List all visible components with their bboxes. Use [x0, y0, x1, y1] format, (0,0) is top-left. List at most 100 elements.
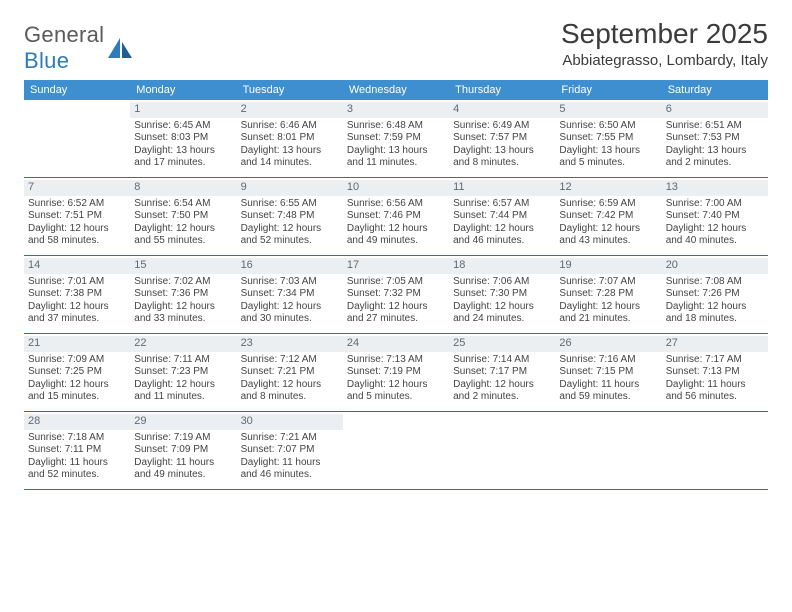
day-cell: 5Sunrise: 6:50 AMSunset: 7:55 PMDaylight…: [555, 100, 661, 177]
day-number: 3: [343, 102, 449, 118]
sunrise-line: Sunrise: 7:17 AM: [666, 354, 764, 367]
daylight-line: Daylight: 12 hours and 43 minutes.: [559, 223, 657, 248]
sunrise-line: Sunrise: 6:46 AM: [241, 120, 339, 133]
sunset-line: Sunset: 8:01 PM: [241, 132, 339, 145]
day-cell: 23Sunrise: 7:12 AMSunset: 7:21 PMDayligh…: [237, 334, 343, 411]
sunrise-line: Sunrise: 7:21 AM: [241, 432, 339, 445]
daylight-line: Daylight: 12 hours and 37 minutes.: [28, 301, 126, 326]
daylight-line: Daylight: 13 hours and 11 minutes.: [347, 145, 445, 170]
daylight-line: Daylight: 13 hours and 8 minutes.: [453, 145, 551, 170]
day-cell: 25Sunrise: 7:14 AMSunset: 7:17 PMDayligh…: [449, 334, 555, 411]
day-cell-empty: [343, 412, 449, 489]
day-cell: 16Sunrise: 7:03 AMSunset: 7:34 PMDayligh…: [237, 256, 343, 333]
day-cell: 15Sunrise: 7:02 AMSunset: 7:36 PMDayligh…: [130, 256, 236, 333]
day-cell: 13Sunrise: 7:00 AMSunset: 7:40 PMDayligh…: [662, 178, 768, 255]
day-cell: 27Sunrise: 7:17 AMSunset: 7:13 PMDayligh…: [662, 334, 768, 411]
day-number: 6: [662, 102, 768, 118]
logo-text-2: Blue: [24, 48, 69, 73]
logo-text: General Blue: [24, 22, 104, 74]
sunset-line: Sunset: 7:09 PM: [134, 444, 232, 457]
week-row: 21Sunrise: 7:09 AMSunset: 7:25 PMDayligh…: [24, 334, 768, 412]
sunrise-line: Sunrise: 7:18 AM: [28, 432, 126, 445]
daylight-line: Daylight: 11 hours and 52 minutes.: [28, 457, 126, 482]
week-row: 7 Sunrise: 6:52 AMSunset: 7:51 PM Daylight…: [24, 178, 768, 256]
sunset-line: Sunset: 7:42 PM: [559, 210, 657, 223]
sunrise-line: Sunrise: 6:54 AM: [134, 198, 232, 211]
day-number: 18: [449, 258, 555, 274]
day-cell: 2Sunrise: 6:46 AMSunset: 8:01 PMDaylight…: [237, 100, 343, 177]
sunrise-line: Sunrise: 7:01 AM: [28, 276, 126, 289]
day-number: 8: [130, 180, 236, 196]
sunset-line: Sunset: 7:36 PM: [134, 288, 232, 301]
day-number: 7: [24, 180, 130, 196]
sunset-line: Sunset: 7:21 PM: [241, 366, 339, 379]
sunrise-line: Sunrise: 7:11 AM: [134, 354, 232, 367]
daylight-line: Daylight: 12 hours and 18 minutes.: [666, 301, 764, 326]
daylight-line: Daylight: 11 hours and 46 minutes.: [241, 457, 339, 482]
daylight-line: Daylight: 11 hours and 56 minutes.: [666, 379, 764, 404]
day-number: 22: [130, 336, 236, 352]
day-of-week-cell: Sunday: [24, 80, 130, 100]
day-of-week-cell: Thursday: [449, 80, 555, 100]
day-cell: 11Sunrise: 6:57 AMSunset: 7:44 PMDayligh…: [449, 178, 555, 255]
week-row: 28Sunrise: 7:18 AMSunset: 7:11 PMDayligh…: [24, 412, 768, 490]
daylight-line: Daylight: 12 hours and 15 minutes.: [28, 379, 126, 404]
day-number: 29: [130, 414, 236, 430]
sunset-line: Sunset: 7:34 PM: [241, 288, 339, 301]
day-cell: 30Sunrise: 7:21 AMSunset: 7:07 PMDayligh…: [237, 412, 343, 489]
daylight-line: Daylight: 12 hours and 40 minutes.: [666, 223, 764, 248]
sunrise-line: Sunrise: 7:12 AM: [241, 354, 339, 367]
day-cell: 9Sunrise: 6:55 AMSunset: 7:48 PMDaylight…: [237, 178, 343, 255]
daylight-line: Daylight: 11 hours and 49 minutes.: [134, 457, 232, 482]
day-cell-empty: [24, 100, 130, 177]
daylight-line: Daylight: 12 hours and 8 minutes.: [241, 379, 339, 404]
daylight-line: Daylight: 11 hours and 59 minutes.: [559, 379, 657, 404]
sunrise-line: Sunrise: 7:06 AM: [453, 276, 551, 289]
day-number: 13: [662, 180, 768, 196]
daylight-line: Daylight: 12 hours and 30 minutes.: [241, 301, 339, 326]
sunset-line: Sunset: 7:19 PM: [347, 366, 445, 379]
week-row: 1Sunrise: 6:45 AMSunset: 8:03 PMDaylight…: [24, 100, 768, 178]
sunrise-line: Sunrise: 6:56 AM: [347, 198, 445, 211]
week-row: 14Sunrise: 7:01 AMSunset: 7:38 PMDayligh…: [24, 256, 768, 334]
day-cell: 24Sunrise: 7:13 AMSunset: 7:19 PMDayligh…: [343, 334, 449, 411]
sunrise-line: Sunrise: 6:45 AM: [134, 120, 232, 133]
sunrise-line: Sunrise: 7:03 AM: [241, 276, 339, 289]
sunset-line: Sunset: 7:13 PM: [666, 366, 764, 379]
sunset-line: Sunset: 7:59 PM: [347, 132, 445, 145]
sunset-line: Sunset: 7:57 PM: [453, 132, 551, 145]
sunrise-line: Sunrise: 7:08 AM: [666, 276, 764, 289]
daylight-line: Daylight: 13 hours and 14 minutes.: [241, 145, 339, 170]
day-of-week-cell: Saturday: [662, 80, 768, 100]
day-cell: 3Sunrise: 6:48 AMSunset: 7:59 PMDaylight…: [343, 100, 449, 177]
day-of-week-cell: Friday: [555, 80, 661, 100]
sunrise-line: Sunrise: 6:55 AM: [241, 198, 339, 211]
sunset-line: Sunset: 7:51 PM: [28, 210, 126, 223]
day-of-week-cell: Tuesday: [237, 80, 343, 100]
sunset-line: Sunset: 7:32 PM: [347, 288, 445, 301]
daylight-line: Daylight: 12 hours and 49 minutes.: [347, 223, 445, 248]
sunrise-line: Sunrise: 6:57 AM: [453, 198, 551, 211]
sunrise-line: Sunrise: 7:14 AM: [453, 354, 551, 367]
sunset-line: Sunset: 8:03 PM: [134, 132, 232, 145]
day-cell: 6Sunrise: 6:51 AMSunset: 7:53 PMDaylight…: [662, 100, 768, 177]
daylight-line: Daylight: 12 hours and 27 minutes.: [347, 301, 445, 326]
sunset-line: Sunset: 7:28 PM: [559, 288, 657, 301]
sunset-line: Sunset: 7:55 PM: [559, 132, 657, 145]
day-number: 12: [555, 180, 661, 196]
daylight-line: Daylight: 13 hours and 17 minutes.: [134, 145, 232, 170]
sunrise-line: Sunrise: 7:16 AM: [559, 354, 657, 367]
day-cell: 4Sunrise: 6:49 AMSunset: 7:57 PMDaylight…: [449, 100, 555, 177]
sunset-line: Sunset: 7:38 PM: [28, 288, 126, 301]
daylight-line: Daylight: 12 hours and 21 minutes.: [559, 301, 657, 326]
daylight-line: Daylight: 13 hours and 5 minutes.: [559, 145, 657, 170]
day-cell: 19Sunrise: 7:07 AMSunset: 7:28 PMDayligh…: [555, 256, 661, 333]
calendar-grid: SundayMondayTuesdayWednesdayThursdayFrid…: [24, 80, 768, 490]
day-cell: 29Sunrise: 7:19 AMSunset: 7:09 PMDayligh…: [130, 412, 236, 489]
sunset-line: Sunset: 7:07 PM: [241, 444, 339, 457]
sunrise-line: Sunrise: 7:13 AM: [347, 354, 445, 367]
day-number: 21: [24, 336, 130, 352]
sunset-line: Sunset: 7:46 PM: [347, 210, 445, 223]
day-cell-empty: [662, 412, 768, 489]
sunrise-line: Sunrise: 6:52 AM: [28, 198, 126, 211]
